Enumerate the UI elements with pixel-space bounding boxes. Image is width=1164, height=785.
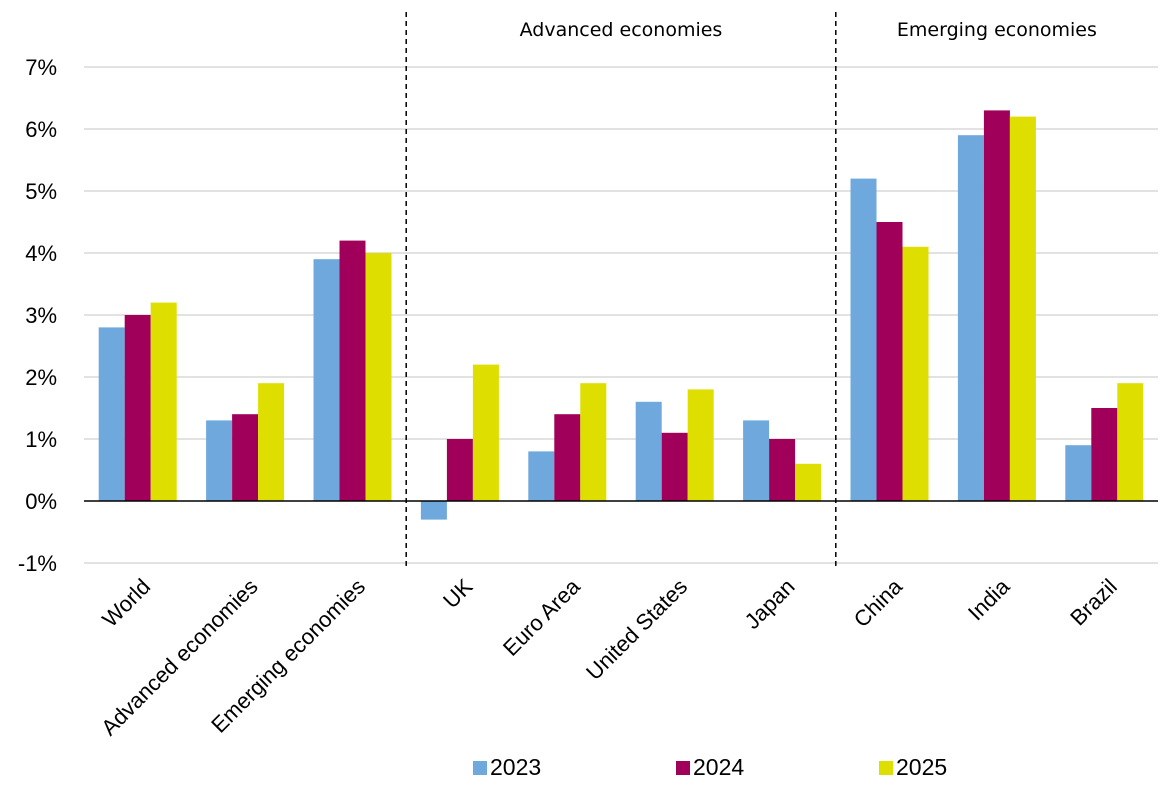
bar-2023-euro-area <box>528 451 555 501</box>
bar-2025-india <box>1009 116 1036 501</box>
bar-2023-emerging-economies <box>313 259 340 501</box>
legend-label-2023: 2023 <box>490 754 541 780</box>
bar-2024-brazil <box>1091 408 1118 501</box>
legend-swatch-2023 <box>473 761 487 775</box>
x-category-label: India <box>963 573 1015 625</box>
y-tick-label: 7% <box>25 55 57 80</box>
bar-2024-china <box>876 222 903 501</box>
bar-2023-advanced-economies <box>206 420 233 501</box>
bar-2024-uk <box>446 439 473 501</box>
y-tick-label: 4% <box>25 241 57 266</box>
bar-2023-china <box>850 178 877 501</box>
group-label: Emerging economies <box>897 19 1097 41</box>
legend-label-2025: 2025 <box>896 754 947 780</box>
bar-2025-world <box>150 302 177 501</box>
bar-2025-united-states <box>687 389 714 501</box>
x-category-label: Brazil <box>1065 574 1122 631</box>
bar-2023-brazil <box>1065 445 1092 501</box>
bar-2023-uk <box>420 501 447 520</box>
bar-2024-emerging-economies <box>339 240 366 501</box>
y-tick-label: 5% <box>25 179 57 204</box>
bar-2024-japan <box>769 439 796 501</box>
bar-2024-india <box>983 110 1010 502</box>
bar-2023-united-states <box>635 401 662 501</box>
y-tick-label: -1% <box>18 551 57 576</box>
bar-2024-euro-area <box>554 414 581 501</box>
x-category-label: World <box>97 574 155 632</box>
bar-2025-brazil <box>1117 383 1144 501</box>
group-labels: Advanced economies Emerging economies <box>520 19 1097 41</box>
bar-2025-japan <box>795 463 822 501</box>
bar-2023-world <box>98 327 125 501</box>
bar-2025-china <box>902 246 929 501</box>
bar-2025-emerging-economies <box>365 253 392 501</box>
legend-swatch-2024 <box>676 761 690 775</box>
x-category-label: United States <box>581 574 692 685</box>
y-tick-label: 0% <box>25 489 57 514</box>
legend: 2023 2024 2025 <box>473 754 947 780</box>
bar-2024-united-states <box>661 432 688 501</box>
x-category-label: Japan <box>740 574 800 634</box>
bars <box>98 110 1144 520</box>
bar-2025-uk <box>472 364 499 501</box>
y-tick-label: 3% <box>25 303 57 328</box>
group-dividers <box>405 12 837 566</box>
legend-label-2024: 2024 <box>693 754 744 780</box>
bar-2024-advanced-economies <box>232 414 259 501</box>
x-category-label: Euro Area <box>498 573 585 660</box>
bar-2025-euro-area <box>580 383 607 501</box>
bar-2023-japan <box>743 420 770 501</box>
y-tick-label: 6% <box>25 117 57 142</box>
y-tick-label: 2% <box>25 365 57 390</box>
legend-swatch-2025 <box>879 761 893 775</box>
bar-2023-india <box>957 135 984 501</box>
y-axis-tick-labels: -1% 0% 1% 2% 3% 4% 5% 6% 7% <box>18 55 57 576</box>
x-category-label: UK <box>438 574 478 614</box>
y-tick-label: 1% <box>25 427 57 452</box>
bar-2025-advanced-economies <box>258 383 285 501</box>
group-label: Advanced economies <box>520 19 723 41</box>
x-category-label: China <box>849 573 908 632</box>
bar-2024-world <box>124 315 151 501</box>
